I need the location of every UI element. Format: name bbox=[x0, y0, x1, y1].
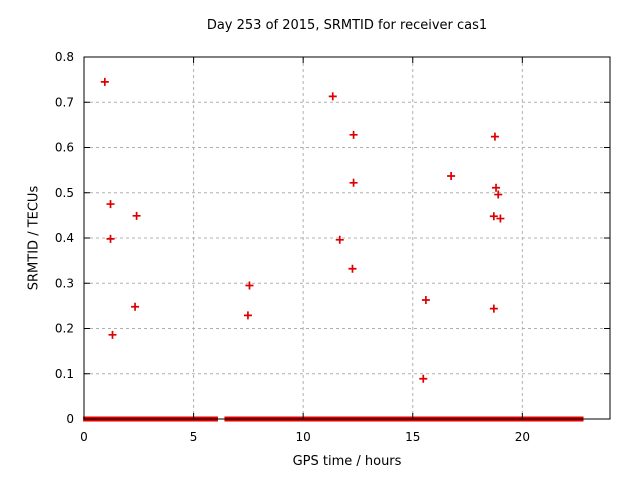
y-tick-label: 0.5 bbox=[55, 186, 74, 200]
y-tick-label: 0.8 bbox=[55, 50, 74, 64]
y-tick-label: 0.1 bbox=[55, 367, 74, 381]
x-tick-label: 5 bbox=[190, 430, 198, 444]
data-point-marker bbox=[132, 211, 141, 220]
x-tick-label: 15 bbox=[405, 430, 420, 444]
x-tick-label: 20 bbox=[515, 430, 530, 444]
data-point-marker bbox=[335, 235, 344, 244]
x-axis-label: GPS time / hours bbox=[292, 454, 402, 469]
data-point-marker bbox=[496, 214, 505, 223]
data-point-marker bbox=[447, 172, 456, 181]
y-tick-label: 0.6 bbox=[55, 141, 74, 155]
data-point-marker bbox=[494, 190, 503, 199]
data-point-marker bbox=[419, 374, 428, 383]
data-point-marker bbox=[348, 264, 357, 273]
y-tick-label: 0 bbox=[66, 412, 74, 426]
data-point-marker bbox=[349, 178, 358, 187]
data-point-marker bbox=[243, 311, 252, 320]
y-tick-label: 0.4 bbox=[55, 231, 74, 245]
data-point-marker bbox=[492, 183, 501, 192]
data-point-marker bbox=[489, 212, 498, 221]
data-point-marker bbox=[490, 132, 499, 141]
chart-title: Day 253 of 2015, SRMTID for receiver cas… bbox=[206, 18, 488, 33]
data-point-marker bbox=[421, 295, 430, 304]
data-point-marker bbox=[349, 130, 358, 139]
data-point-marker bbox=[245, 281, 254, 290]
y-tick-label: 0.7 bbox=[55, 95, 74, 109]
y-tick-label: 0.3 bbox=[55, 276, 74, 290]
data-point-marker bbox=[106, 234, 115, 243]
data-point-marker bbox=[131, 302, 140, 311]
data-point-marker bbox=[100, 77, 109, 86]
data-point-marker bbox=[489, 304, 498, 313]
y-tick-label: 0.2 bbox=[55, 322, 74, 336]
y-axis-label: SRMTID / TECUs bbox=[26, 185, 42, 291]
x-tick-label: 0 bbox=[80, 430, 88, 444]
data-point-marker bbox=[106, 200, 115, 209]
data-point-marker bbox=[108, 330, 117, 339]
x-tick-label: 10 bbox=[296, 430, 311, 444]
data-point-marker bbox=[328, 92, 337, 101]
